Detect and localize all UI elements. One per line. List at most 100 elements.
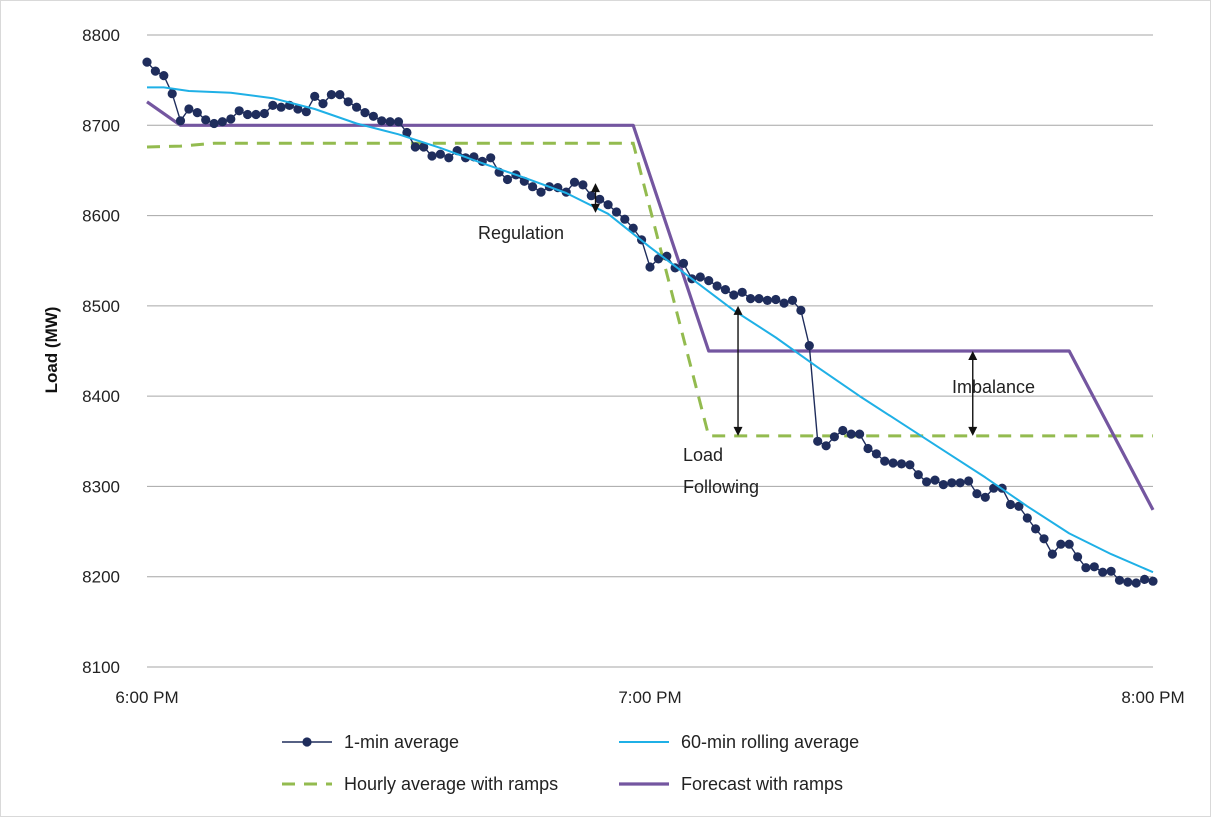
data-point-1min <box>268 100 278 110</box>
data-point-1min <box>922 477 932 487</box>
data-point-1min <box>301 107 311 117</box>
data-point-1min <box>955 478 965 488</box>
arrow-imbalance-head-top <box>968 351 978 360</box>
y-tick-label: 8300 <box>82 477 120 496</box>
data-point-1min <box>536 187 546 197</box>
data-point-1min <box>419 142 429 152</box>
data-point-1min <box>217 117 227 127</box>
data-point-1min <box>888 458 898 468</box>
series-line-rolling-average <box>147 86 1154 574</box>
data-point-1min <box>142 57 152 67</box>
annotation-load-following-line: Load <box>683 445 723 465</box>
data-point-1min <box>1140 574 1150 585</box>
data-point-1min <box>821 441 831 451</box>
data-point-1min <box>804 341 814 351</box>
legend-item: Hourly average with ramps <box>282 774 558 794</box>
data-point-1min <box>787 295 798 305</box>
data-point-1min <box>150 66 160 76</box>
data-point-1min <box>159 71 169 81</box>
data-point-1min <box>209 118 219 129</box>
legend-item: Forecast with ramps <box>619 774 843 794</box>
data-point-1min <box>855 429 865 439</box>
data-point-1min <box>1047 549 1057 559</box>
data-point-1min <box>737 287 747 297</box>
y-tick-label: 8100 <box>82 658 120 677</box>
data-point-1min <box>704 276 714 286</box>
data-point-1min <box>486 153 496 163</box>
data-point-1min <box>175 116 186 126</box>
data-point-1min <box>720 285 731 295</box>
data-point-1min <box>620 214 630 224</box>
data-point-1min <box>871 449 882 459</box>
data-point-1min <box>1089 562 1099 572</box>
gridlines <box>147 34 1153 668</box>
data-point-1min <box>653 254 664 264</box>
y-tick-label: 8800 <box>82 26 120 45</box>
axes: 8100 8200 8300 8400 8500 8600 8700 8800 6:00 PM 7… <box>82 26 1184 707</box>
data-point-1min <box>880 456 890 466</box>
x-tick-label: 8:00 PM <box>1121 688 1184 707</box>
data-point-1min <box>201 115 211 125</box>
arrow-regulation-head-bottom <box>591 203 601 213</box>
data-point-1min <box>578 180 588 190</box>
annotations: Regulation Load Following Imbalance <box>478 183 1035 497</box>
data-point-1min <box>502 174 513 185</box>
data-point-1min <box>938 480 949 490</box>
data-point-1min <box>712 281 722 291</box>
data-point-1min <box>410 142 420 152</box>
data-point-1min <box>276 102 286 112</box>
data-point-1min <box>427 151 437 161</box>
data-point-1min <box>771 294 781 305</box>
data-point-1min <box>964 476 974 486</box>
data-point-1min <box>360 108 370 118</box>
y-tick-label: 8200 <box>82 568 120 587</box>
data-point-1min <box>1106 566 1116 576</box>
data-point-1min <box>603 200 613 210</box>
legend-item: 1-min average <box>282 732 459 752</box>
data-point-1min <box>377 116 387 126</box>
data-point-1min <box>335 90 345 100</box>
data-point-1min <box>226 114 236 124</box>
data-point-1min <box>796 305 806 315</box>
data-point-1min <box>184 104 194 114</box>
data-point-1min <box>192 108 202 118</box>
y-tick-label: 8500 <box>82 297 120 316</box>
data-point-1min <box>1056 539 1066 549</box>
data-point-1min <box>435 149 445 159</box>
y-axis-title: Load (MW) <box>42 307 61 394</box>
data-point-1min <box>863 443 873 454</box>
data-point-1min <box>259 108 269 119</box>
data-point-1min <box>896 459 907 469</box>
data-point-1min <box>1148 576 1158 586</box>
data-point-1min <box>829 432 840 442</box>
arrow-regulation-head-top <box>591 183 601 193</box>
data-point-1min <box>393 117 404 127</box>
data-point-1min <box>1014 501 1024 511</box>
data-point-1min <box>913 470 923 480</box>
arrow-imbalance-head-bottom <box>968 426 978 436</box>
arrow-load-following-head-bottom <box>733 426 743 436</box>
data-point-1min <box>947 478 957 488</box>
legend-label: 60-min rolling average <box>681 732 859 752</box>
series-layer <box>142 57 1158 588</box>
legend-label: 1-min average <box>344 732 459 752</box>
data-point-1min <box>368 111 378 121</box>
data-point-1min <box>678 258 689 268</box>
data-point-1min <box>645 262 655 272</box>
data-point-1min <box>611 207 622 217</box>
data-point-1min <box>595 194 605 204</box>
data-point-1min <box>1064 539 1074 549</box>
arrow-load-following-head-top <box>733 305 743 315</box>
data-point-1min <box>980 492 990 502</box>
data-point-1min <box>352 102 362 112</box>
data-point-1min <box>1123 577 1133 587</box>
y-tick-label: 8600 <box>82 207 120 226</box>
annotation-regulation: Regulation <box>478 223 564 243</box>
data-point-1min <box>293 104 303 114</box>
data-point-1min <box>1039 534 1049 544</box>
data-point-1min <box>1098 567 1108 577</box>
data-point-1min <box>569 177 580 187</box>
data-point-1min <box>385 117 395 127</box>
